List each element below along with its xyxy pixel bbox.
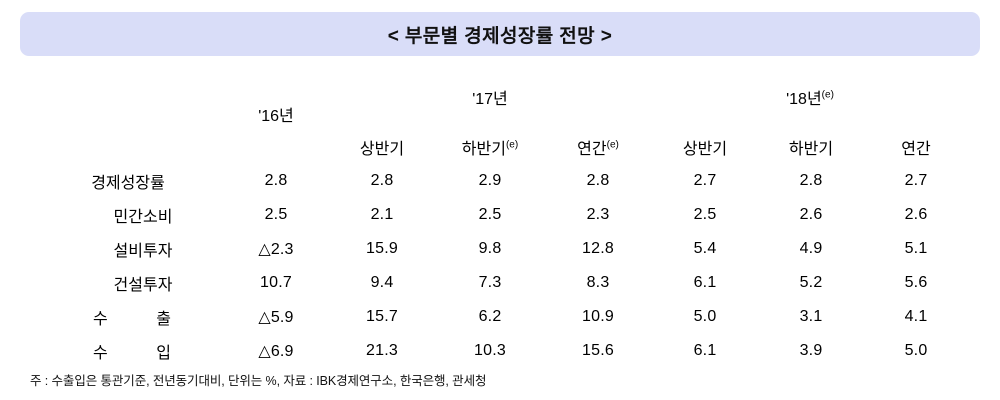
cell-value: 15.6 [582,342,614,359]
header-corner-cell [32,64,224,130]
header-2018-second-half-label: 하반기 [788,141,834,158]
cell-value: 3.1 [799,308,823,325]
table-container: '16년 '17년 '18년(e) 상반기 [32,64,968,368]
cell-value: 2.8 [264,172,288,189]
row-indent-gutter [32,232,62,266]
cell-value: 2.8 [586,172,610,189]
header-2017-second-half-estimate-mark: (e) [505,139,519,151]
economic-growth-forecast-table: '16년 '17년 '18년(e) 상반기 [32,64,968,368]
header-2017-annual-estimate-mark: (e) [606,139,619,151]
header-2017-first-half: 상반기 [328,130,436,164]
header-year-2018: '18년(e) [652,64,968,130]
cell-value: 5.1 [904,240,928,257]
cell-value: 2.8 [799,172,823,189]
cell-value: 2.5 [693,206,717,223]
header-subcolumn-row: 상반기 하반기(e) 연간(e) 상반기 하반기 연간 [32,130,968,164]
cell-value: 6.1 [693,274,717,291]
cell-value: 15.9 [366,240,398,257]
header-2017-annual: 연간(e) [544,130,652,164]
cell-value: 10.7 [260,274,292,291]
row-label-imports: 수 입 [93,345,193,362]
cell-value: 2.6 [904,206,928,223]
cell-value: 2.5 [264,206,288,223]
cell-value: 8.3 [586,274,610,291]
header-year-2017-label: '17년 [472,91,508,108]
cell-value: 2.7 [693,172,717,189]
cell-value: 6.2 [478,308,502,325]
cell-value: 5.4 [693,240,717,257]
header-2018-first-half: 상반기 [652,130,758,164]
table-row: 설비투자 △2.3 15.9 9.8 12.8 5.4 4.9 5.1 [32,232,968,266]
table-body: 경제성장률 2.8 2.8 2.9 2.8 2.7 2.8 2.7 민간소비 2… [32,164,968,368]
table-row: 수 입 △6.9 21.3 10.3 15.6 6.1 3.9 5.0 [32,334,968,368]
cell-value: △5.9 [258,309,294,326]
header-2017-annual-label: 연간 [577,141,607,158]
header-2017-first-half-label: 상반기 [359,141,405,158]
cell-value: 2.5 [478,206,502,223]
row-indent-gutter [32,300,62,334]
header-corner-cell-lower [32,130,224,164]
header-2017-second-half: 하반기(e) [436,130,544,164]
cell-value: 21.3 [366,342,398,359]
cell-value: 4.9 [799,240,823,257]
row-label-private-consumption: 민간소비 [113,209,173,226]
cell-value: 10.9 [582,308,614,325]
header-2018-annual-label: 연간 [901,141,931,158]
row-indent-gutter [32,266,62,300]
cell-value: 7.3 [478,274,502,291]
table-head: '16년 '17년 '18년(e) 상반기 [32,64,968,164]
header-year-2018-estimate-mark: (e) [821,89,834,101]
table-row: 경제성장률 2.8 2.8 2.9 2.8 2.7 2.8 2.7 [32,164,968,198]
cell-value: 4.1 [904,308,928,325]
row-label-economic-growth: 경제성장률 [91,175,165,192]
header-year-2016-label: '16년 [258,108,294,125]
cell-value: 5.0 [904,342,928,359]
cell-value: 5.0 [693,308,717,325]
cell-value: 6.1 [693,342,717,359]
cell-value: 2.1 [370,206,394,223]
header-2018-annual: 연간 [864,130,968,164]
table-row: 민간소비 2.5 2.1 2.5 2.3 2.5 2.6 2.6 [32,198,968,232]
cell-value: △6.9 [258,343,294,360]
row-label-exports: 수 출 [93,311,193,328]
cell-value: 15.7 [366,308,398,325]
cell-value: 3.9 [799,342,823,359]
header-2018-first-half-label: 상반기 [682,141,728,158]
cell-value: △2.3 [258,241,294,258]
row-indent-gutter [32,198,62,232]
header-year-2018-label: '18년 [786,91,822,108]
table-row: 건설투자 10.7 9.4 7.3 8.3 6.1 5.2 5.6 [32,266,968,300]
cell-value: 2.6 [799,206,823,223]
cell-value: 2.3 [586,206,610,223]
cell-value: 5.6 [904,274,928,291]
cell-value: 2.9 [478,172,502,189]
table-footnote: 주 : 수출입은 통관기준, 전년동기대비, 단위는 %, 자료 : IBK경제… [30,374,487,388]
page-title: < 부문별 경제성장률 전망 > [387,25,613,47]
cell-value: 2.7 [904,172,928,189]
row-label-facility-investment: 설비투자 [113,243,173,260]
table-row: 수 출 △5.9 15.7 6.2 10.9 5.0 3.1 4.1 [32,300,968,334]
header-year-2017: '17년 [328,64,652,130]
row-indent-gutter [32,334,62,368]
header-group-row: '16년 '17년 '18년(e) [32,64,968,130]
cell-value: 5.2 [799,274,823,291]
cell-value: 2.8 [370,172,394,189]
row-label-construction-investment: 건설투자 [113,277,173,294]
cell-value: 9.8 [478,240,502,257]
cell-value: 10.3 [474,342,506,359]
cell-value: 9.4 [370,274,394,291]
header-year-2016: '16년 [224,64,328,164]
cell-value: 12.8 [582,240,614,257]
header-2018-second-half: 하반기 [758,130,864,164]
header-2017-second-half-label: 하반기 [461,141,506,158]
title-banner: < 부문별 경제성장률 전망 > [20,12,980,56]
